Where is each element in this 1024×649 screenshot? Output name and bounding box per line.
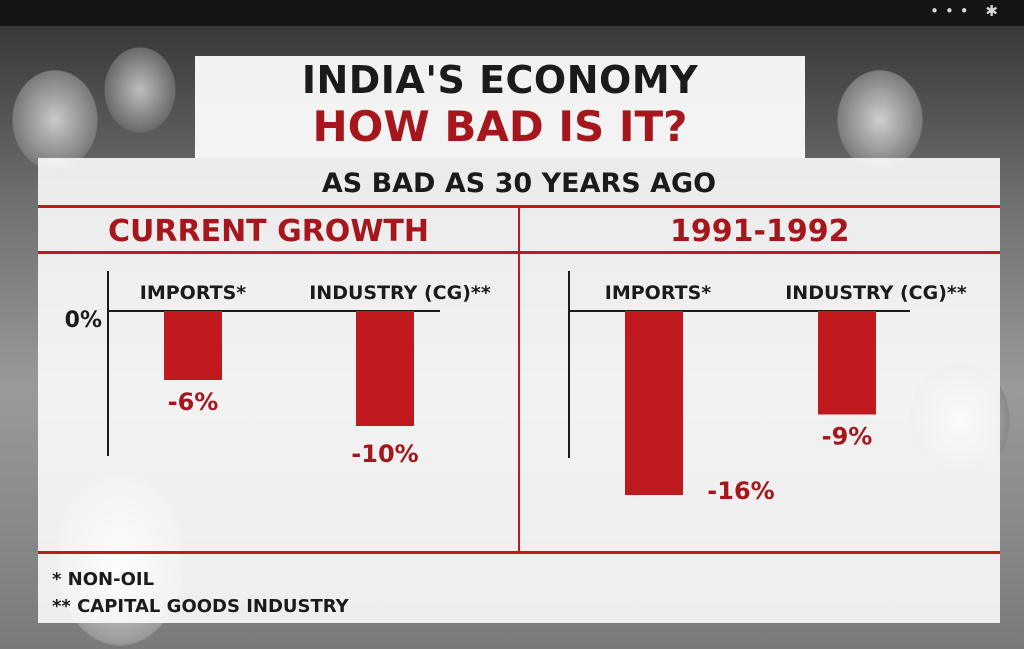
bar: [164, 311, 222, 380]
status-icons: ••• ✱: [930, 2, 1004, 20]
category-label: INDUSTRY (CG)**: [309, 282, 491, 304]
category-label: IMPORTS*: [140, 282, 246, 304]
bar-charts: 0% IMPORTS* INDUSTRY (CG)** -6% -10% IMPORTS*…: [65, 271, 967, 505]
bar: [356, 311, 414, 426]
data-label: -6%: [168, 388, 219, 416]
footnote-1: * NON-OIL: [52, 569, 155, 590]
title-line-1: INDIA'S ECONOMY: [301, 58, 699, 102]
chart-panel: AS BAD AS 30 YEARS AGO CURRENT GROWTH 19…: [38, 158, 1000, 623]
category-label: IMPORTS*: [605, 282, 711, 304]
data-label: -10%: [351, 440, 418, 468]
center-divider: [518, 206, 520, 552]
bottom-divider: [38, 551, 1000, 554]
data-label: -16%: [707, 477, 774, 505]
title-line-2: HOW BAD IS IT?: [312, 102, 688, 151]
category-label: INDUSTRY (CG)**: [785, 282, 967, 304]
subtitle: AS BAD AS 30 YEARS AGO: [321, 168, 717, 199]
zero-tick-label: 0%: [65, 308, 102, 333]
bar: [625, 311, 683, 495]
footnote-2: ** CAPITAL GOODS INDUSTRY: [52, 596, 349, 617]
title-box: INDIA'S ECONOMY HOW BAD IS IT?: [195, 56, 805, 158]
data-label: -9%: [822, 423, 873, 451]
footnotes: * NON-OIL ** CAPITAL GOODS INDUSTRY: [52, 566, 349, 620]
bar: [818, 311, 876, 415]
status-bar: ••• ✱: [0, 0, 1024, 26]
left-section-title: CURRENT GROWTH: [108, 214, 429, 249]
right-section-title: 1991-1992: [670, 214, 850, 249]
